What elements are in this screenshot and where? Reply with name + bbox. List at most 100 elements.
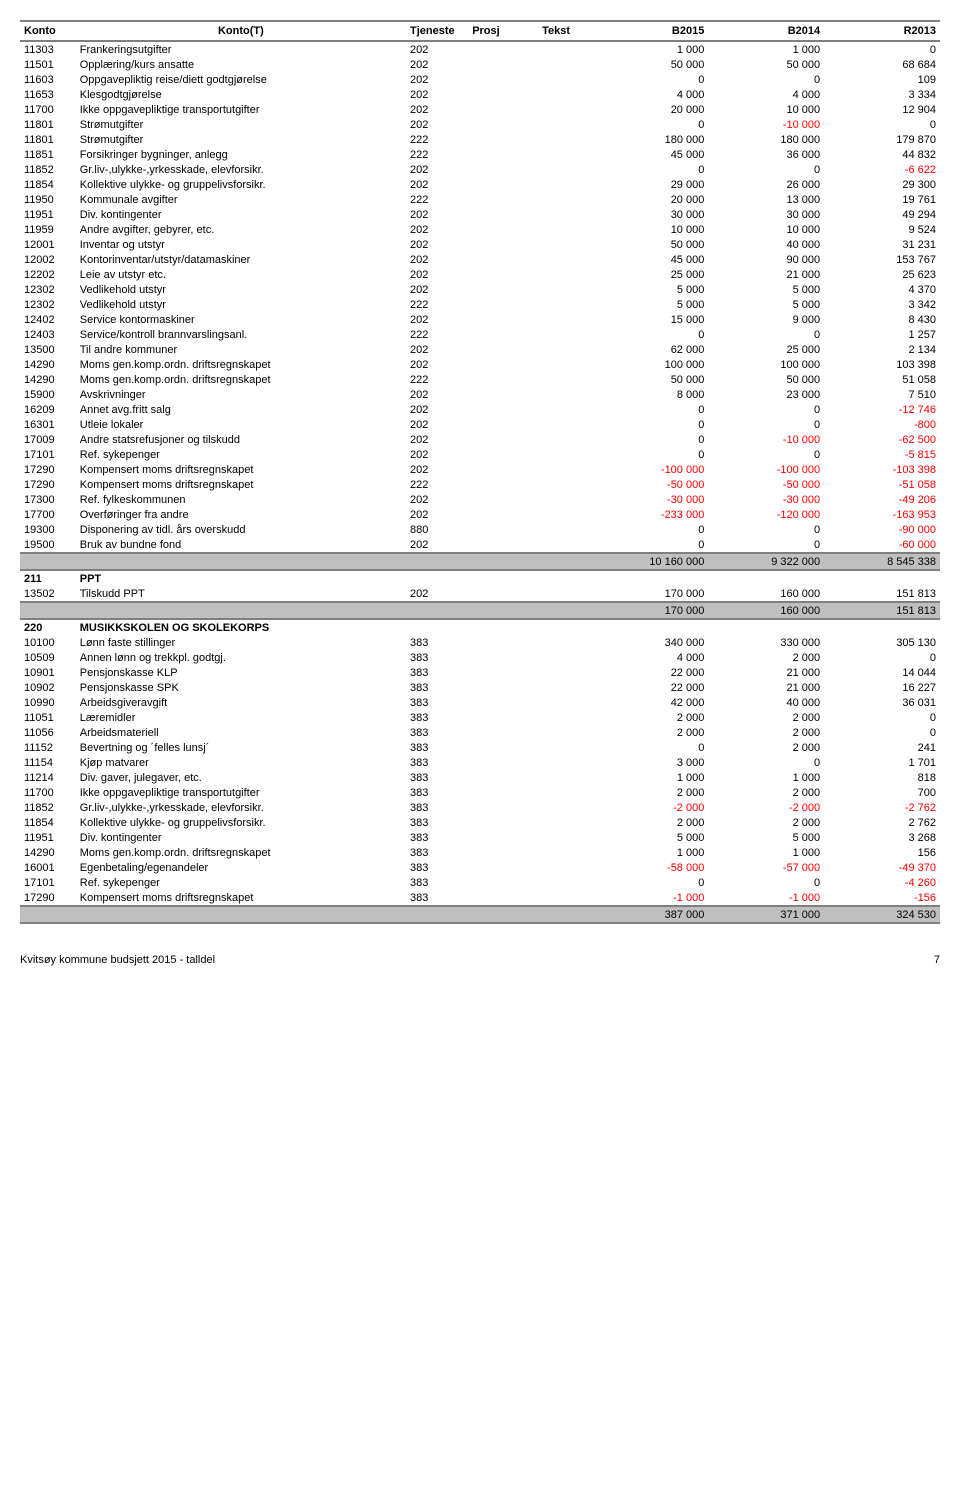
cell-tjeneste: 202: [406, 537, 468, 553]
table-row: 17290Kompensert moms driftsregnskapet383…: [20, 890, 940, 906]
cell-konto: 10100: [20, 635, 76, 650]
table-row: 10100Lønn faste stillinger383340 000330 …: [20, 635, 940, 650]
table-row: 16209Annet avg.fritt salg20200-12 746: [20, 402, 940, 417]
cell-text: Til andre kommuner: [76, 342, 406, 357]
cell-b2015: 2 000: [593, 785, 709, 800]
table-row: 17700Overføringer fra andre202-233 000-1…: [20, 507, 940, 522]
cell-b2014: -57 000: [708, 860, 824, 875]
cell-b2014: 50 000: [708, 57, 824, 72]
table-row: 13500Til andre kommuner20262 00025 0002 …: [20, 342, 940, 357]
cell-b2015: 170 000: [593, 586, 709, 602]
cell-tjeneste: 383: [406, 830, 468, 845]
cell-r2013: -49 370: [824, 860, 940, 875]
cell-b2015: -233 000: [593, 507, 709, 522]
cell-b2014: 0: [708, 755, 824, 770]
cell-b2015: 100 000: [593, 357, 709, 372]
cell-text: Tilskudd PPT: [76, 586, 406, 602]
cell-r2013: -62 500: [824, 432, 940, 447]
cell-r2013: -2 762: [824, 800, 940, 815]
cell-b2015: 5 000: [593, 830, 709, 845]
cell-konto: 12001: [20, 237, 76, 252]
cell-konto: 12402: [20, 312, 76, 327]
subtotal-r2013: 8 545 338: [824, 553, 940, 570]
cell-b2014: 2 000: [708, 650, 824, 665]
table-row: 11303Frankeringsutgifter2021 0001 0000: [20, 41, 940, 57]
cell-text: Inventar og utstyr: [76, 237, 406, 252]
cell-b2015: 8 000: [593, 387, 709, 402]
section-code: 211: [20, 570, 76, 586]
cell-text: Pensjonskasse SPK: [76, 680, 406, 695]
cell-b2014: 2 000: [708, 740, 824, 755]
cell-konto: 14290: [20, 357, 76, 372]
cell-tjeneste: 202: [406, 462, 468, 477]
cell-text: Læremidler: [76, 710, 406, 725]
cell-b2014: 9 000: [708, 312, 824, 327]
cell-b2015: 45 000: [593, 147, 709, 162]
cell-text: Annen lønn og trekkpl. godtgj.: [76, 650, 406, 665]
cell-text: Kompensert moms driftsregnskapet: [76, 890, 406, 906]
cell-tjeneste: 383: [406, 665, 468, 680]
cell-text: Andre statsrefusjoner og tilskudd: [76, 432, 406, 447]
cell-tjeneste: 222: [406, 147, 468, 162]
cell-b2015: 1 000: [593, 845, 709, 860]
cell-b2015: 20 000: [593, 102, 709, 117]
cell-tjeneste: 383: [406, 815, 468, 830]
cell-r2013: 2 762: [824, 815, 940, 830]
cell-b2015: 2 000: [593, 725, 709, 740]
section-header-row: 220MUSIKKSKOLEN OG SKOLEKORPS: [20, 619, 940, 635]
cell-tjeneste: 202: [406, 72, 468, 87]
cell-b2015: 2 000: [593, 815, 709, 830]
cell-r2013: 151 813: [824, 586, 940, 602]
cell-text: Ref. sykepenger: [76, 447, 406, 462]
table-row: 11951Div. kontingenter20230 00030 00049 …: [20, 207, 940, 222]
cell-b2015: -58 000: [593, 860, 709, 875]
subtotal-row: 170 000160 000151 813: [20, 602, 940, 619]
cell-b2014: 10 000: [708, 222, 824, 237]
cell-b2015: 0: [593, 740, 709, 755]
cell-konto: 10902: [20, 680, 76, 695]
table-row: 14290Moms gen.komp.ordn. driftsregnskape…: [20, 357, 940, 372]
cell-b2014: 23 000: [708, 387, 824, 402]
cell-b2015: 22 000: [593, 665, 709, 680]
cell-tjeneste: 383: [406, 680, 468, 695]
cell-b2014: -30 000: [708, 492, 824, 507]
cell-r2013: 241: [824, 740, 940, 755]
header-tekst: Tekst: [520, 21, 593, 41]
cell-r2013: 9 524: [824, 222, 940, 237]
table-row: 12403Service/kontroll brannvarslingsanl.…: [20, 327, 940, 342]
cell-konto: 11303: [20, 41, 76, 57]
cell-b2015: 0: [593, 417, 709, 432]
cell-b2014: 26 000: [708, 177, 824, 192]
cell-text: Egenbetaling/egenandeler: [76, 860, 406, 875]
cell-tjeneste: 222: [406, 477, 468, 492]
subtotal-r2013: 324 530: [824, 906, 940, 923]
cell-b2014: 30 000: [708, 207, 824, 222]
cell-tjeneste: 222: [406, 297, 468, 312]
cell-tjeneste: 202: [406, 102, 468, 117]
table-row: 11851Forsikringer bygninger, anlegg22245…: [20, 147, 940, 162]
cell-tjeneste: 202: [406, 222, 468, 237]
cell-b2014: 0: [708, 162, 824, 177]
cell-text: Ref. sykepenger: [76, 875, 406, 890]
cell-b2015: 42 000: [593, 695, 709, 710]
table-row: 14290Moms gen.komp.ordn. driftsregnskape…: [20, 372, 940, 387]
cell-b2015: 10 000: [593, 222, 709, 237]
cell-tjeneste: 202: [406, 207, 468, 222]
cell-b2014: 90 000: [708, 252, 824, 267]
cell-b2014: -50 000: [708, 477, 824, 492]
cell-konto: 11854: [20, 177, 76, 192]
cell-b2015: 3 000: [593, 755, 709, 770]
cell-text: Kommunale avgifter: [76, 192, 406, 207]
cell-b2014: 25 000: [708, 342, 824, 357]
cell-r2013: -51 058: [824, 477, 940, 492]
cell-b2015: 0: [593, 537, 709, 553]
cell-r2013: 8 430: [824, 312, 940, 327]
cell-tjeneste: 202: [406, 57, 468, 72]
table-row: 11152Bevertning og ´felles lunsj´38302 0…: [20, 740, 940, 755]
cell-b2015: 4 000: [593, 87, 709, 102]
cell-r2013: -6 622: [824, 162, 940, 177]
cell-tjeneste: 202: [406, 267, 468, 282]
cell-text: Opplæring/kurs ansatte: [76, 57, 406, 72]
header-r2013: R2013: [824, 21, 940, 41]
cell-r2013: 68 684: [824, 57, 940, 72]
